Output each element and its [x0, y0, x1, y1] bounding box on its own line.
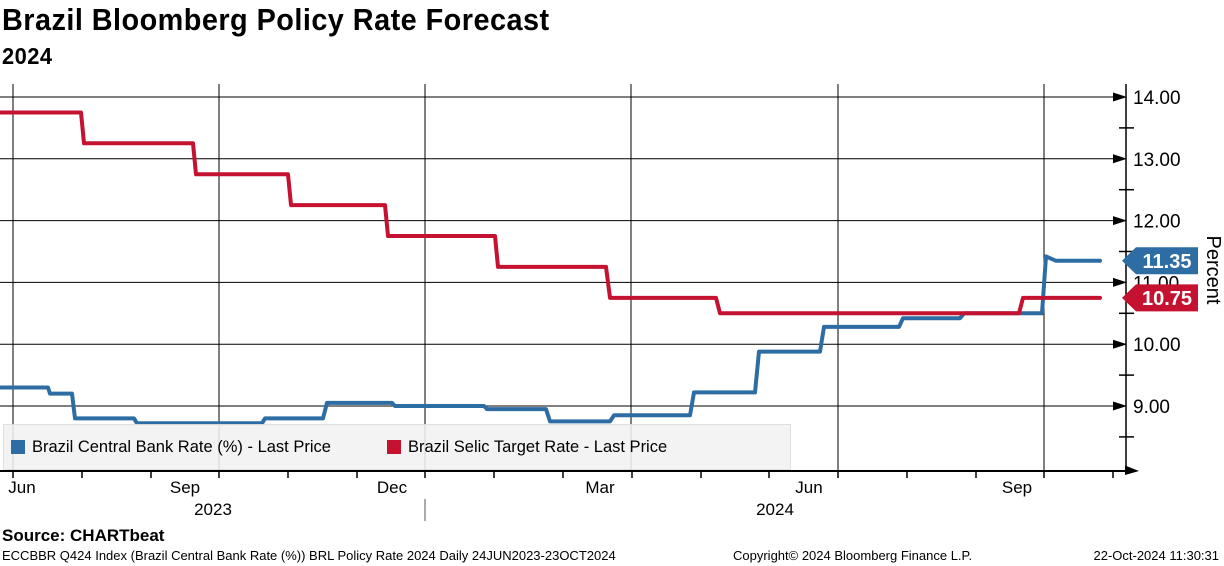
y-tick-label: 10.00 — [1133, 335, 1181, 356]
series-line-selic-target-rate — [0, 110, 1102, 316]
price-tag — [1122, 247, 1198, 275]
footer-bar: ECCBBR Q424 Index (Brazil Central Bank R… — [0, 548, 1224, 566]
year-label: 2024 — [756, 500, 794, 519]
source-label: Source: CHARTbeat — [2, 526, 165, 545]
legend-item-selic-target-rate: Brazil Selic Target Rate - Last Price — [386, 437, 668, 457]
price-tag-label: 10.75 — [1142, 288, 1192, 310]
month-label: Mar — [585, 478, 615, 497]
y-tick-label: 14.00 — [1133, 88, 1181, 109]
legend-label: Brazil Central Bank Rate (%) - Last Pric… — [32, 437, 331, 456]
ticker-info: ECCBBR Q424 Index (Brazil Central Bank R… — [2, 548, 616, 563]
price-tag — [1122, 284, 1198, 312]
y-major-tick-arrow — [1113, 216, 1127, 226]
price-tag-label: 11.35 — [1143, 251, 1192, 273]
month-label: Jun — [8, 478, 35, 497]
chart-legend: Brazil Central Bank Rate (%) - Last Pric… — [3, 424, 791, 470]
y-tick-label: 13.00 — [1133, 150, 1181, 171]
month-label: Jun — [795, 478, 822, 497]
month-label: Sep — [170, 478, 200, 497]
y-major-tick-arrow — [1113, 401, 1127, 411]
y-tick-label: 9.00 — [1133, 397, 1170, 418]
legend-swatch-blue — [11, 440, 25, 454]
y-axis-title: Percent — [1202, 236, 1224, 305]
copyright-notice: Copyright© 2024 Bloomberg Finance L.P. — [733, 548, 973, 563]
month-label: Dec — [377, 478, 408, 497]
legend-swatch-red — [386, 440, 401, 454]
series-line-central-bank-rate — [0, 254, 1102, 426]
y-major-tick-arrow — [1113, 339, 1127, 349]
timestamp: 22-Oct-2024 11:30:31 — [1093, 548, 1219, 563]
year-label: 2023 — [194, 500, 232, 519]
y-tick-label: 12.00 — [1133, 212, 1181, 233]
y-major-tick-arrow — [1113, 277, 1127, 287]
legend-label: Brazil Selic Target Rate - Last Price — [407, 437, 668, 456]
y-major-tick-arrow — [1113, 92, 1127, 102]
chart-subtitle: 2024 — [2, 43, 53, 69]
chart-title: Brazil Bloomberg Policy Rate Forecast — [2, 2, 550, 37]
legend-item-central-bank-rate: Brazil Central Bank Rate (%) - Last Pric… — [11, 438, 331, 457]
x-axis-arrow — [1125, 465, 1139, 475]
month-label: Sep — [1002, 478, 1032, 497]
y-major-tick-arrow — [1113, 154, 1127, 164]
